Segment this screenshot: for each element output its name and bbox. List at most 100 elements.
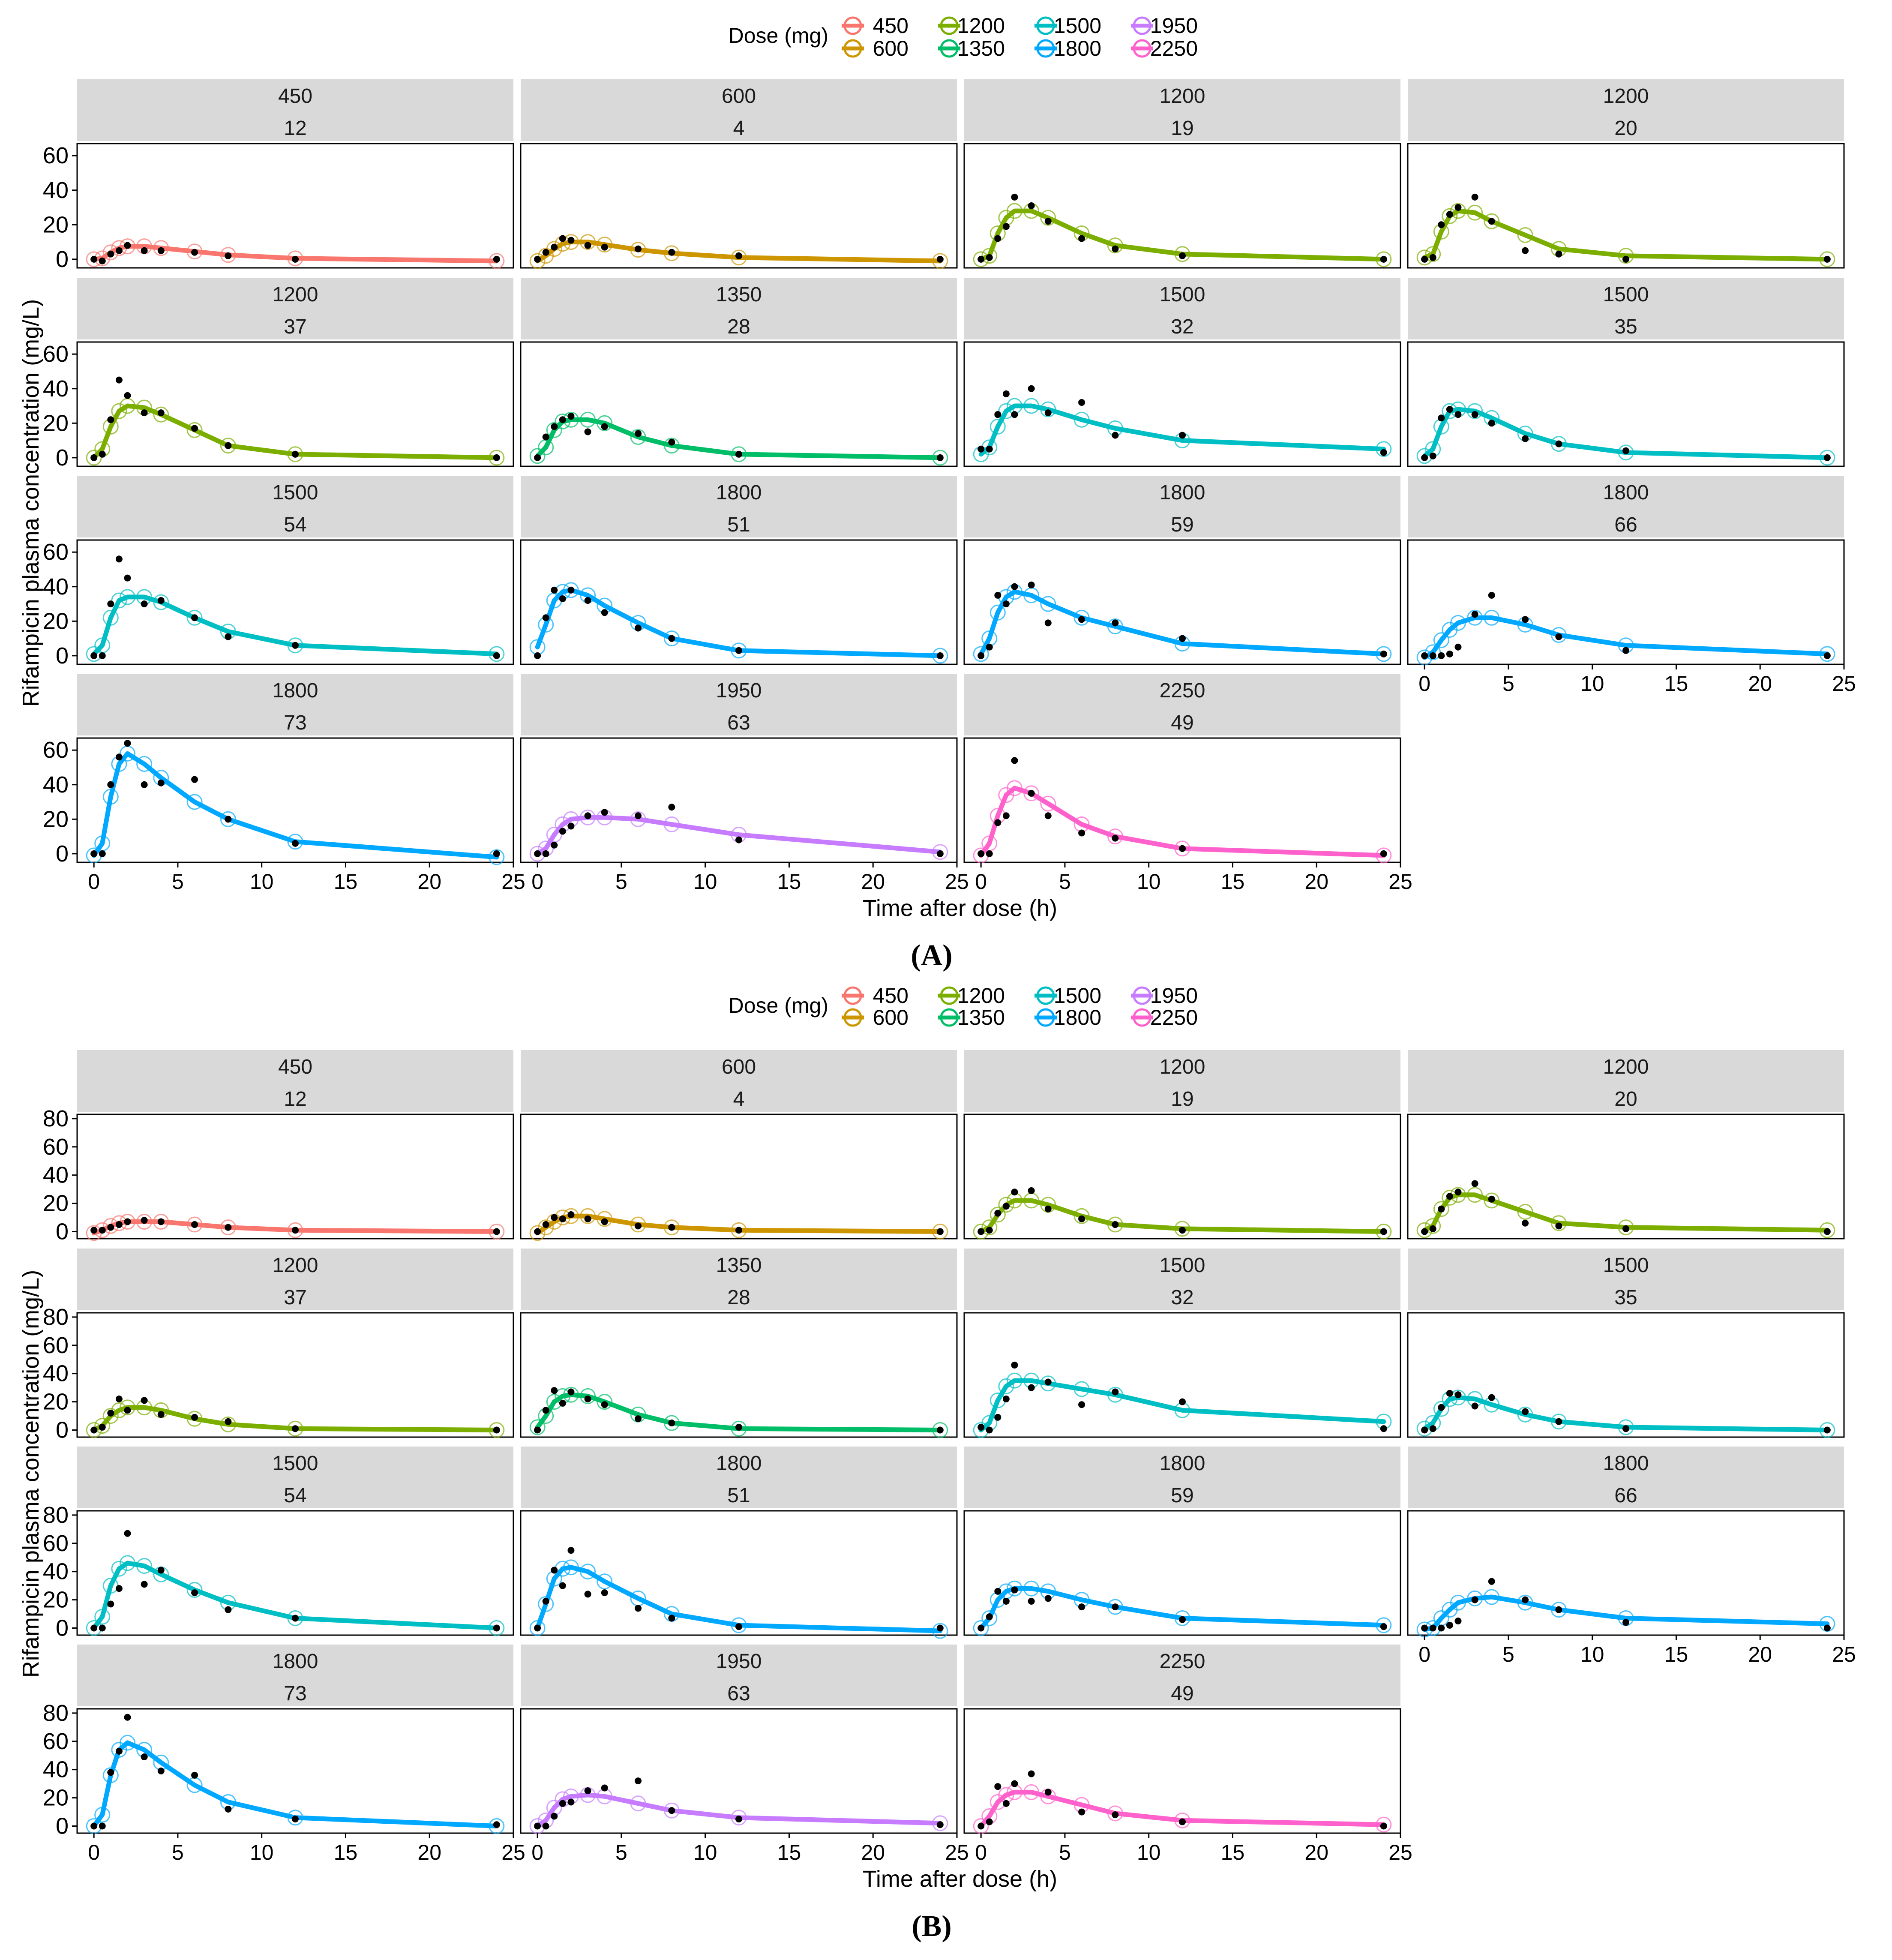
observed-point <box>986 850 993 857</box>
predicted-point <box>94 1807 111 1823</box>
panel-strip-id: 51 <box>727 1484 750 1507</box>
observed-point <box>1044 1378 1052 1386</box>
panel-strip-dose: 1500 <box>1160 1254 1205 1277</box>
observed-point <box>668 1615 675 1622</box>
predicted-point <box>186 609 203 626</box>
predicted-point <box>1550 1215 1567 1231</box>
observed-point <box>1471 1402 1478 1410</box>
observed-point <box>542 433 549 441</box>
predicted-point <box>153 406 169 423</box>
observed-point <box>1555 440 1562 447</box>
panel-dose-1200-id-37: 1200 37 0 20 40 60 <box>43 278 514 471</box>
y-tick-label: 20 <box>43 1389 69 1415</box>
observed-point <box>1078 829 1085 837</box>
panel-strip <box>1408 1249 1844 1310</box>
observed-point <box>1002 1597 1010 1605</box>
observed-point <box>542 850 549 857</box>
observed-point <box>225 442 232 449</box>
observed-point <box>1446 211 1453 218</box>
predicted-point <box>973 646 989 662</box>
panel-frame <box>963 1708 1401 1834</box>
observed-point <box>977 445 985 453</box>
x-tick-label: 10 <box>250 1840 274 1864</box>
observed-point <box>1429 1425 1436 1432</box>
predicted-point <box>489 646 505 662</box>
observed-point <box>157 1218 165 1225</box>
panel-strip-id: 32 <box>1171 315 1193 338</box>
observed-point <box>635 1415 642 1423</box>
predicted-point <box>489 450 505 466</box>
panel-dose-1800-id-59: 1800 59 <box>963 1447 1401 1636</box>
observed-point <box>584 1591 591 1598</box>
predicted-point <box>153 240 169 256</box>
panel-dose-1500-id-32: 1500 32 <box>963 278 1401 467</box>
y-tick-label: 60 <box>43 341 69 367</box>
observed-point <box>977 255 985 263</box>
predicted-point <box>489 1224 505 1240</box>
predicted-point <box>529 1419 546 1435</box>
predicted-point <box>1484 1589 1500 1605</box>
observed-point <box>1078 1603 1085 1611</box>
y-tick-label: 40 <box>43 1361 69 1387</box>
x-tick-label: 5 <box>615 1840 627 1864</box>
panel-strip-id: 63 <box>727 1682 750 1705</box>
panel-strip-dose: 2250 <box>1160 679 1205 702</box>
figure-caption: (B) <box>912 1910 951 1943</box>
observed-point <box>601 809 608 816</box>
observed-point <box>1488 218 1495 225</box>
predicted-point <box>1433 1201 1449 1217</box>
predicted-point <box>597 415 613 431</box>
observed-point <box>107 600 114 608</box>
observed-point <box>90 652 98 659</box>
observed-point <box>1028 1597 1035 1605</box>
panel-strip <box>521 674 957 735</box>
observed-point <box>115 1747 123 1755</box>
x-tick-label: 10 <box>1137 870 1161 894</box>
observed-point <box>1488 420 1495 427</box>
legend-key-1200: 1200 <box>938 984 1005 1008</box>
predicted-point <box>489 1818 505 1834</box>
x-tick-label: 15 <box>1664 672 1688 696</box>
observed-point <box>1823 255 1831 263</box>
predicted-point <box>1819 1222 1835 1238</box>
observed-point <box>191 1589 198 1597</box>
observed-point <box>1471 611 1478 618</box>
x-tick-label: 20 <box>417 1840 441 1864</box>
predicted-point <box>580 1388 596 1404</box>
y-axis-title: Rifampicin plasma concentration (mg/L) <box>18 1270 44 1678</box>
predicted-point <box>630 1216 646 1233</box>
legend-label: 2250 <box>1150 36 1198 60</box>
observed-point <box>1438 1624 1445 1632</box>
legend-label: 1500 <box>1054 984 1101 1008</box>
predicted-point <box>1040 401 1056 417</box>
y-tick-label: 40 <box>43 376 69 402</box>
predicted-point <box>102 609 119 626</box>
observed-point <box>1002 1800 1010 1807</box>
observed-point <box>493 1624 500 1632</box>
predicted-point <box>1425 1218 1441 1234</box>
x-tick-label: 0 <box>1418 672 1430 696</box>
panel-strip-dose: 1200 <box>1603 85 1649 108</box>
observed-point <box>1112 1221 1119 1228</box>
observed-point <box>225 633 232 640</box>
predicted-point <box>1107 618 1123 634</box>
panel-dose-1950-id-63: 1950 63 0 5 10 15 20 25 <box>520 674 969 894</box>
x-tick-label: 5 <box>1502 672 1514 696</box>
predicted-point <box>1023 398 1040 414</box>
observed-point <box>90 454 98 461</box>
observed-point <box>99 1822 106 1830</box>
predicted-point <box>153 594 169 610</box>
fit-line <box>978 1198 1386 1234</box>
panel-strip-dose: 1350 <box>716 283 762 306</box>
panel-strip <box>521 476 957 537</box>
predicted-point <box>932 1623 948 1639</box>
y-tick-label: 0 <box>56 643 69 669</box>
observed-point <box>551 586 558 594</box>
fit-line <box>535 588 943 658</box>
x-tick-label: 20 <box>1304 1840 1328 1864</box>
predicted-point <box>580 234 596 250</box>
observed-point <box>986 1227 993 1234</box>
observed-point <box>986 445 993 453</box>
observed-point <box>115 555 123 563</box>
